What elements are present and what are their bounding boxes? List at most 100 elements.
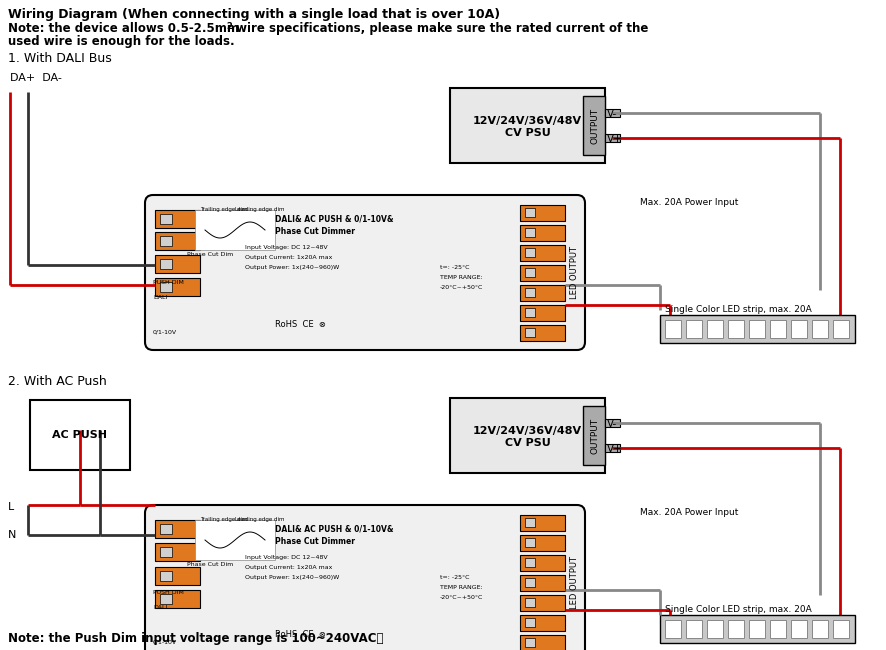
Bar [728, 320, 744, 338]
Text: Input Voltage: DC 12~48V: Input Voltage: DC 12~48V [245, 555, 328, 560]
Bar [707, 320, 723, 338]
Text: AC PUSH: AC PUSH [52, 430, 107, 440]
Text: Output Current: 1x20A max: Output Current: 1x20A max [245, 565, 332, 570]
FancyBboxPatch shape [145, 195, 585, 350]
Text: LED OUTPUT: LED OUTPUT [571, 556, 579, 609]
Bar [155, 590, 200, 608]
Bar [520, 285, 565, 301]
Text: DALI: DALI [153, 295, 167, 300]
Text: DALI& AC PUSH & 0/1-10V&: DALI& AC PUSH & 0/1-10V& [275, 215, 393, 224]
Bar [195, 210, 275, 250]
Bar [749, 620, 765, 638]
Text: Leading edge dim: Leading edge dim [235, 207, 284, 212]
Bar [791, 320, 807, 338]
Text: t=: -25°C: t=: -25°C [440, 265, 470, 270]
Text: OUTPUT: OUTPUT [590, 107, 600, 144]
Bar [155, 278, 200, 296]
Bar [525, 268, 535, 277]
Text: -20°C~+50°C: -20°C~+50°C [440, 595, 484, 600]
Text: Single Color LED strip, max. 20A: Single Color LED strip, max. 20A [665, 605, 812, 614]
Bar [728, 620, 744, 638]
Text: DA+  DA-: DA+ DA- [10, 73, 62, 83]
Bar [686, 620, 702, 638]
Text: Output Power: 1x(240~960)W: Output Power: 1x(240~960)W [245, 575, 339, 580]
Bar [525, 598, 535, 607]
Bar [812, 620, 828, 638]
Bar [583, 406, 605, 465]
Text: t=: -25°C: t=: -25°C [440, 575, 470, 580]
Text: Max. 20A Power Input: Max. 20A Power Input [640, 508, 738, 517]
Bar [155, 543, 200, 561]
Bar [770, 320, 786, 338]
Text: Phase Cut Dim: Phase Cut Dim [187, 562, 233, 567]
Text: V+: V+ [607, 444, 623, 454]
Text: OUTPUT: OUTPUT [590, 417, 600, 454]
Bar [605, 444, 620, 452]
Bar [833, 320, 849, 338]
Bar [525, 248, 535, 257]
Text: 2. With AC Push: 2. With AC Push [8, 375, 106, 388]
Bar [665, 320, 681, 338]
Bar [155, 255, 200, 273]
Text: Single Color LED strip, max. 20A: Single Color LED strip, max. 20A [665, 305, 812, 314]
Bar [525, 578, 535, 587]
Text: Trailing edge dim: Trailing edge dim [200, 517, 247, 522]
Bar [520, 265, 565, 281]
Text: 12V/24V/36V/48V
CV PSU: 12V/24V/36V/48V CV PSU [473, 116, 582, 138]
Bar [160, 594, 172, 604]
Bar [833, 620, 849, 638]
Text: LED OUTPUT: LED OUTPUT [571, 246, 579, 299]
Bar [525, 518, 535, 527]
Bar [525, 538, 535, 547]
Text: Wiring Diagram (When connecting with a single load that is over 10A): Wiring Diagram (When connecting with a s… [8, 8, 500, 21]
Text: used wire is enough for the loads.: used wire is enough for the loads. [8, 35, 235, 48]
Text: Phase Cut Dimmer: Phase Cut Dimmer [275, 537, 355, 546]
Bar [520, 245, 565, 261]
Bar [520, 635, 565, 650]
Text: -20°C~+50°C: -20°C~+50°C [440, 285, 484, 290]
Bar [155, 567, 200, 585]
Bar [520, 595, 565, 611]
Bar [160, 259, 172, 269]
Bar [686, 320, 702, 338]
Bar [605, 419, 620, 427]
Text: Note: the device allows 0.5-2.5mm: Note: the device allows 0.5-2.5mm [8, 22, 239, 35]
Text: L: L [8, 502, 14, 512]
Bar [155, 520, 200, 538]
Bar [520, 225, 565, 241]
Text: Output Current: 1x20A max: Output Current: 1x20A max [245, 255, 332, 260]
Bar [749, 320, 765, 338]
Text: V-: V- [607, 419, 618, 429]
Text: Input Voltage: DC 12~48V: Input Voltage: DC 12~48V [245, 245, 328, 250]
Bar [525, 618, 535, 627]
Text: PUSH DIM: PUSH DIM [153, 280, 184, 285]
Text: 2: 2 [226, 22, 232, 31]
Bar [30, 400, 130, 470]
Bar [791, 620, 807, 638]
Text: DALI: DALI [153, 605, 167, 610]
Text: V+: V+ [607, 134, 623, 144]
Text: Output Power: 1x(240~960)W: Output Power: 1x(240~960)W [245, 265, 339, 270]
Bar [525, 328, 535, 337]
Bar [770, 620, 786, 638]
Bar [525, 228, 535, 237]
Bar [195, 520, 275, 560]
Text: Note: the Push Dim input voltage range is 100~240VAC，: Note: the Push Dim input voltage range i… [8, 632, 384, 645]
Bar [525, 308, 535, 317]
Text: 0/1-10V: 0/1-10V [153, 640, 177, 645]
Text: N: N [8, 530, 16, 540]
Text: TEMP RANGE:: TEMP RANGE: [440, 275, 483, 280]
Bar [520, 515, 565, 531]
Bar [450, 398, 605, 473]
Text: wire specifications, please make sure the rated current of the: wire specifications, please make sure th… [232, 22, 649, 35]
Bar [160, 236, 172, 246]
Text: Leading edge dim: Leading edge dim [235, 517, 284, 522]
Text: TEMP RANGE:: TEMP RANGE: [440, 585, 483, 590]
Text: 12V/24V/36V/48V
CV PSU: 12V/24V/36V/48V CV PSU [473, 426, 582, 448]
Text: Phase Cut Dimmer: Phase Cut Dimmer [275, 227, 355, 236]
Bar [520, 575, 565, 591]
Bar [160, 524, 172, 534]
Text: Phase Cut Dim: Phase Cut Dim [187, 252, 233, 257]
Bar [525, 288, 535, 297]
Bar [660, 615, 855, 643]
